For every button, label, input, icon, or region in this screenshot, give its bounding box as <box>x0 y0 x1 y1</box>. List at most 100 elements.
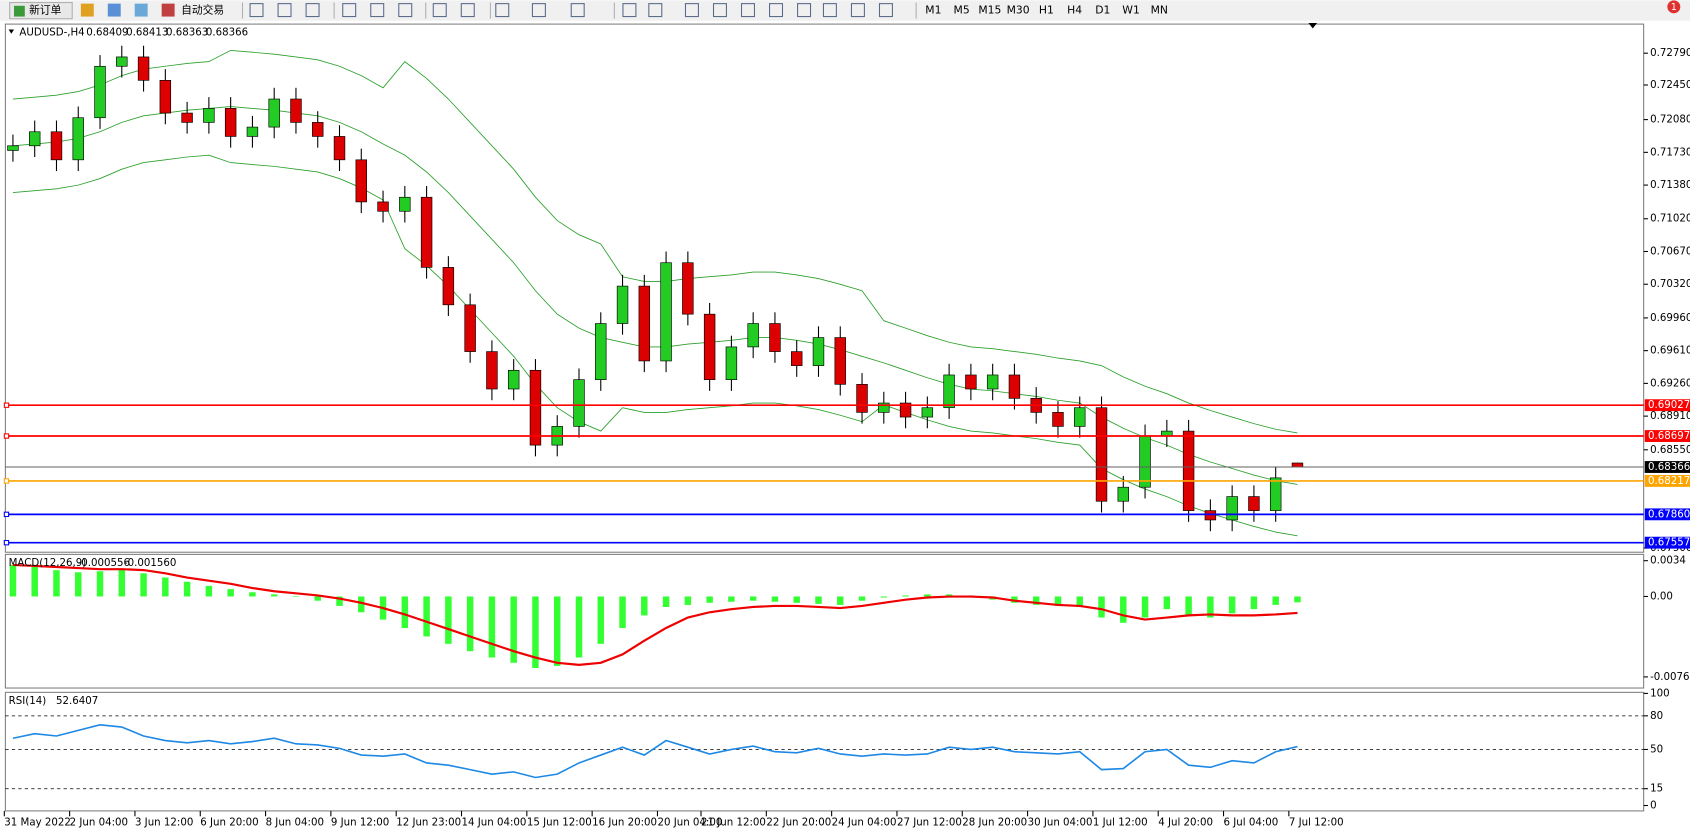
y-tick-label: 0.69260 <box>1650 378 1690 389</box>
macd-bar <box>31 567 38 597</box>
macd-bar <box>945 594 953 597</box>
x-tick-label: 6 Jun 20:00 <box>200 818 258 829</box>
timeframe-button[interactable]: D1 <box>1095 4 1110 17</box>
candle-body <box>442 267 455 306</box>
timeframe-button[interactable]: MN <box>1151 4 1168 17</box>
timeframe-button[interactable]: W1 <box>1122 4 1140 17</box>
x-tick-label: 4 Jul 20:00 <box>1158 818 1213 829</box>
candle-body <box>333 136 346 161</box>
y-tick-label: 0.71730 <box>1650 147 1690 158</box>
tool-icon[interactable] <box>398 3 413 18</box>
candle-body <box>834 337 846 385</box>
icon[interactable] <box>80 3 94 17</box>
bid-label: 0.68366 <box>1648 462 1690 473</box>
tool-icon[interactable] <box>740 3 756 18</box>
timeframe-button[interactable]: M1 <box>925 4 941 17</box>
candle-body <box>638 285 651 362</box>
tool-icon[interactable] <box>622 3 637 18</box>
macd-bar <box>837 596 844 605</box>
tool-icon[interactable] <box>648 3 663 18</box>
tool-icon[interactable] <box>712 3 727 18</box>
candle-body <box>50 131 63 161</box>
tool-icon[interactable] <box>797 3 812 18</box>
candle-body <box>595 323 607 380</box>
tool-icon[interactable] <box>495 3 510 18</box>
candle-body <box>965 374 977 390</box>
macd-panel <box>4 553 1645 689</box>
shift-marker <box>1308 23 1318 29</box>
candle-body <box>312 122 324 137</box>
chart-bg <box>0 20 1690 835</box>
toolbar-bg <box>0 0 1690 21</box>
candle-body <box>1095 407 1108 502</box>
level-label: 0.68697 <box>1648 431 1690 442</box>
level-label-box <box>1644 536 1690 549</box>
level-label: 0.67557 <box>1648 538 1690 549</box>
y-tick-label: 0.72450 <box>1650 80 1690 91</box>
x-tick-label: 6 Jul 04:00 <box>1224 818 1279 829</box>
timeframe-button[interactable]: M30 <box>1007 4 1030 17</box>
auto-trading-button[interactable]: 自动交易 <box>161 3 224 17</box>
candle-body <box>377 201 389 212</box>
macd-bar <box>162 577 169 597</box>
level-handle[interactable] <box>3 478 10 484</box>
tool-icon[interactable] <box>850 3 865 18</box>
timeframe-button[interactable]: M15 <box>978 4 1001 17</box>
level-label: 0.68217 <box>1648 476 1690 487</box>
timeframe-button[interactable]: H4 <box>1067 4 1082 17</box>
macd-value: -0.000556 <box>78 558 130 569</box>
tool-icon[interactable] <box>570 3 585 18</box>
tool-icon[interactable] <box>684 3 699 18</box>
tool-icon[interactable] <box>370 3 385 18</box>
y-tick-label: 0.71020 <box>1650 214 1690 225</box>
tool-icon[interactable] <box>342 3 357 18</box>
tool-icon[interactable] <box>460 3 475 18</box>
macd-bar <box>771 596 779 602</box>
timeframe-button[interactable]: M5 <box>954 4 970 17</box>
ohlc-value: 0.68409 <box>86 28 128 39</box>
macd-signal <box>12 563 1298 666</box>
level-handle[interactable] <box>3 402 10 408</box>
macd-bar <box>510 596 517 663</box>
x-tick-label: 15 Jun 12:00 <box>527 818 592 829</box>
macd-bar <box>1207 596 1214 618</box>
tool-icon[interactable] <box>822 3 837 18</box>
new-order-label: 新订单 <box>29 4 62 17</box>
timeframe-button[interactable]: H1 <box>1039 4 1054 17</box>
candle-body <box>246 126 259 137</box>
macd-bar <box>423 596 430 637</box>
candle-body <box>1161 430 1173 437</box>
macd-bar <box>641 596 648 616</box>
y-tick-label: -0.007643 <box>1650 672 1690 683</box>
macd-bar <box>815 596 822 604</box>
macd-signal-value: -0.001560 <box>124 558 176 569</box>
macd-bar <box>793 596 800 603</box>
macd-bar <box>249 592 256 597</box>
tool-icon[interactable] <box>305 3 320 18</box>
y-tick-label: 15 <box>1650 784 1663 795</box>
rsi-value: 52.6407 <box>56 696 98 707</box>
tool-icon[interactable] <box>878 3 893 18</box>
y-tick-label: 0.69960 <box>1650 313 1690 324</box>
candle-body <box>507 369 520 390</box>
level-handle[interactable] <box>3 539 10 546</box>
tool-icon[interactable] <box>432 3 447 18</box>
macd-bar <box>902 595 909 597</box>
level-handle[interactable] <box>3 433 10 439</box>
tool-icon[interactable] <box>249 3 264 18</box>
x-tick-label: 20 Jun 04:00 <box>657 818 722 829</box>
level-label-box <box>1644 508 1690 521</box>
macd-bar <box>1098 596 1105 618</box>
tool-icon[interactable] <box>769 3 784 18</box>
level-handle[interactable] <box>3 511 10 518</box>
tool-icon[interactable] <box>531 3 546 18</box>
new-order-button[interactable]: 新订单 <box>9 2 73 20</box>
x-tick-label: 28 Jun 20:00 <box>962 818 1027 829</box>
macd-bar <box>1185 596 1192 616</box>
icon[interactable] <box>134 3 148 17</box>
tool-icon[interactable] <box>277 3 292 18</box>
y-tick-label: 0.68550 <box>1650 445 1690 456</box>
candle-body <box>1291 462 1304 468</box>
icon[interactable] <box>107 3 121 17</box>
